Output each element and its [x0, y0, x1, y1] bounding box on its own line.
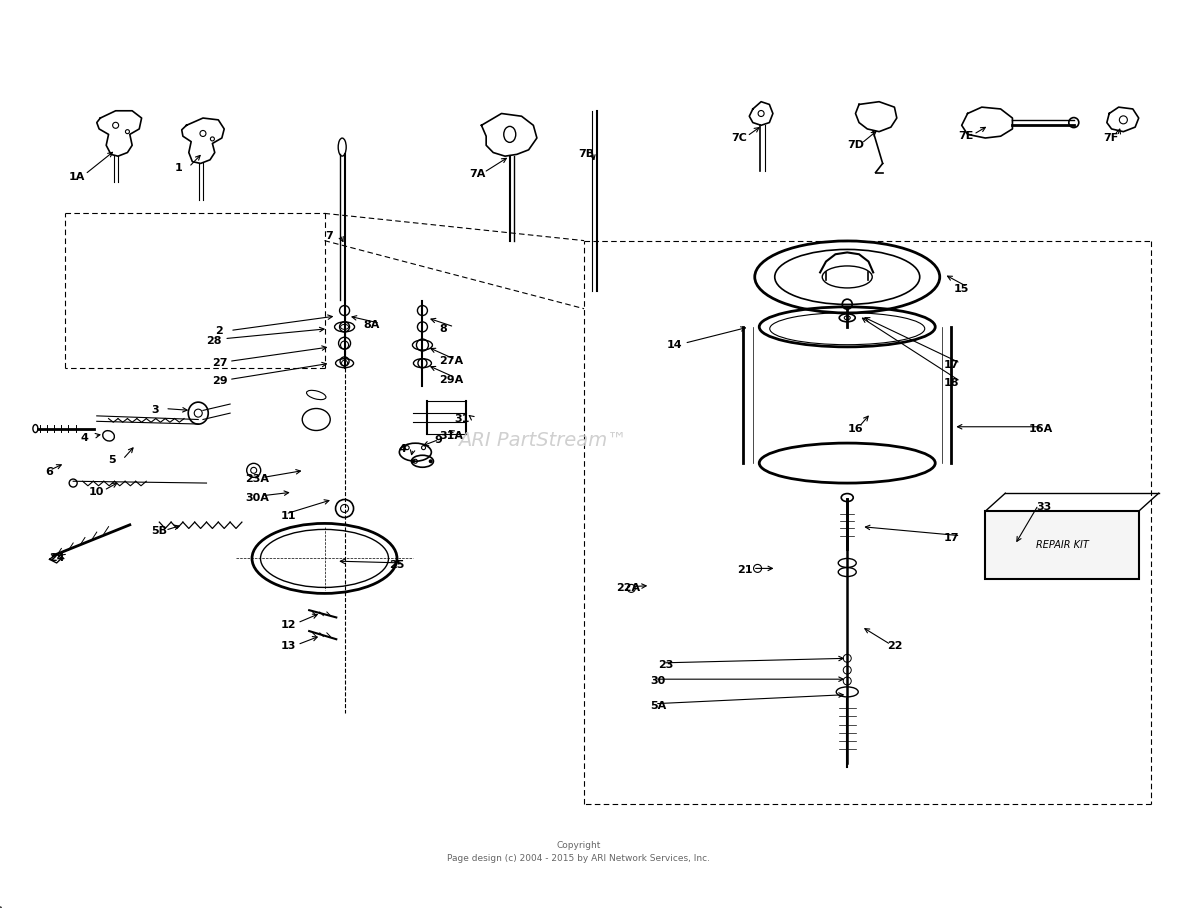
Text: 29A: 29A	[439, 374, 464, 385]
Bar	[985, 511, 1139, 579]
Text: 15: 15	[953, 283, 969, 294]
Text: 8: 8	[439, 323, 447, 334]
Text: 7F: 7F	[1103, 133, 1119, 143]
Text: 11: 11	[281, 510, 296, 521]
Text: ARI PartStream™: ARI PartStream™	[458, 431, 628, 449]
Text: 2: 2	[215, 326, 223, 337]
Text: 9: 9	[434, 435, 442, 446]
Text: 1: 1	[175, 163, 183, 173]
Text: 1A: 1A	[68, 172, 85, 183]
Text: 31A: 31A	[439, 430, 463, 441]
Text: 22: 22	[887, 641, 903, 652]
Text: 31: 31	[454, 414, 470, 425]
Text: 7: 7	[326, 231, 334, 242]
Text: 27A: 27A	[439, 356, 463, 367]
Text: 14: 14	[667, 340, 682, 350]
Text: 7E: 7E	[958, 131, 974, 142]
Text: 7A: 7A	[470, 169, 486, 180]
Text: 12: 12	[281, 619, 296, 630]
Text: 25: 25	[389, 559, 405, 570]
Text: 16: 16	[847, 423, 863, 434]
Text: 13: 13	[281, 641, 296, 652]
Text: 23A: 23A	[245, 474, 269, 485]
Text: 21: 21	[738, 565, 753, 576]
Text: 17: 17	[944, 360, 959, 370]
Text: REPAIR KIT: REPAIR KIT	[1036, 540, 1088, 550]
Text: 5A: 5A	[650, 701, 667, 712]
Circle shape	[411, 459, 415, 463]
Text: Copyright
Page design (c) 2004 - 2015 by ARI Network Services, Inc.: Copyright Page design (c) 2004 - 2015 by…	[447, 841, 709, 863]
Text: 7D: 7D	[847, 140, 864, 151]
Text: 28: 28	[206, 335, 222, 346]
Text: 29: 29	[212, 376, 228, 387]
Text: 8A: 8A	[363, 320, 380, 331]
Text: 5: 5	[109, 455, 116, 466]
Text: 10: 10	[88, 487, 104, 498]
Text: 30: 30	[650, 676, 666, 686]
Text: 23: 23	[658, 659, 674, 670]
Text: 4: 4	[399, 444, 407, 455]
Text: 16A: 16A	[1029, 423, 1054, 434]
Circle shape	[428, 459, 433, 463]
Text: 3: 3	[151, 405, 158, 416]
Text: 5B: 5B	[151, 526, 168, 537]
Text: 24: 24	[50, 553, 65, 564]
Text: 7C: 7C	[732, 133, 747, 143]
Text: 18: 18	[944, 378, 959, 389]
Text: 4: 4	[80, 432, 88, 443]
Text: 22A: 22A	[616, 583, 640, 594]
Text: 27: 27	[212, 358, 228, 369]
Text: 7B: 7B	[578, 149, 595, 160]
Text: 30A: 30A	[245, 492, 269, 503]
Text: 33: 33	[1036, 501, 1051, 512]
Text: 17: 17	[944, 532, 959, 543]
Text: 6: 6	[45, 467, 53, 478]
